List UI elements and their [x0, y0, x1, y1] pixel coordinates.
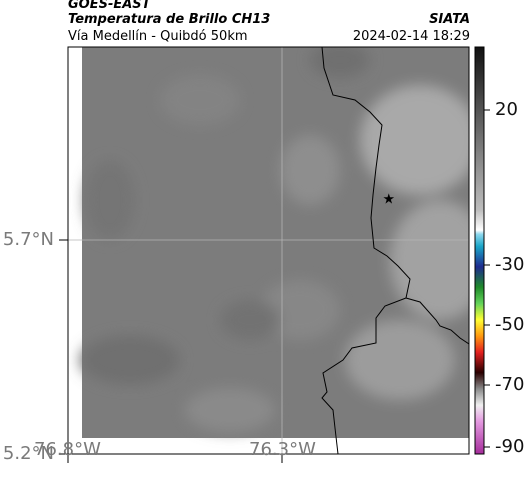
lon-label: 76.8°W	[34, 439, 101, 460]
lon-label: 76.3°W	[249, 439, 316, 460]
lat-label: 5.7°N	[2, 229, 54, 250]
product-title: Temperatura de Brillo CH13	[68, 12, 271, 27]
datetime-label: 2024-02-14 18:29	[352, 29, 470, 44]
plot-frame	[67, 46, 470, 455]
satellite-title: GOES-EAST	[68, 0, 151, 12]
department-boundary	[321, 47, 411, 454]
colorbar-label: -70	[495, 374, 525, 395]
colorbar	[474, 46, 485, 455]
lat-label: 5.2°N	[2, 443, 54, 464]
colorbar-label: -90	[495, 436, 525, 457]
department-boundary-branch	[405, 297, 469, 345]
cloud-texture	[80, 47, 469, 432]
colorbar-label: -30	[495, 254, 525, 275]
colorbar-label: -50	[495, 314, 525, 335]
location-label: Vía Medellín - Quibdó 50km	[68, 29, 248, 44]
organization-label: SIATA	[429, 12, 470, 27]
location-marker: ★	[383, 192, 396, 208]
colorbar-label: 20	[495, 99, 518, 120]
